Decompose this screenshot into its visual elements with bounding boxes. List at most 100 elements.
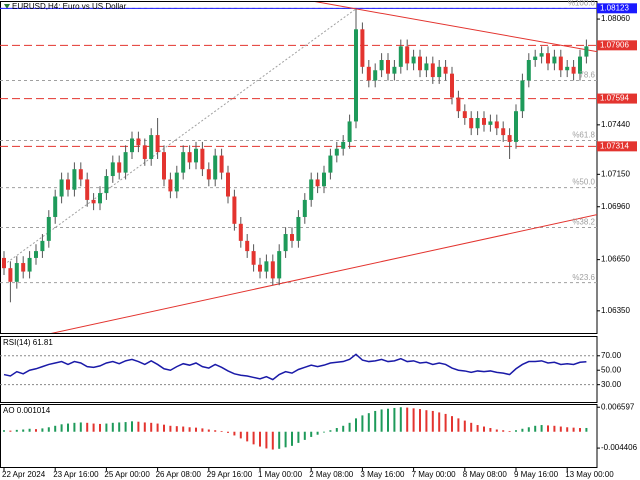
candle-body <box>270 261 275 279</box>
ao-bar <box>35 429 37 432</box>
level-box <box>597 40 637 51</box>
fib-label: %38.2 <box>572 218 595 227</box>
ao-bar <box>495 429 498 432</box>
ao-bar <box>316 431 319 435</box>
candle-body <box>206 169 211 180</box>
ao-bar <box>22 429 25 432</box>
ao-bar <box>380 409 383 432</box>
x-tick-label: 7 May 00:00 <box>412 470 457 479</box>
candle-body <box>482 118 486 125</box>
ao-bar <box>239 431 242 439</box>
x-tick-label: 29 Apr 16:00 <box>207 470 253 479</box>
ao-bar <box>463 420 466 432</box>
ao-bar <box>15 429 18 432</box>
ao-bar <box>182 426 185 432</box>
candle-body <box>66 179 70 190</box>
ao-bar <box>585 427 588 432</box>
ao-bar <box>572 427 575 432</box>
ao-bar <box>502 430 505 432</box>
candle-body <box>366 66 371 81</box>
candle-body <box>360 29 365 67</box>
candle-body <box>2 257 6 269</box>
candle-body <box>21 263 26 272</box>
fib-label: %50.0 <box>572 178 595 187</box>
candle-body <box>200 148 205 170</box>
level-box-label: 1.08123 <box>600 3 629 12</box>
ao-bar <box>508 430 511 432</box>
ao-bar <box>86 422 89 432</box>
ao-bar <box>342 425 345 432</box>
fib-label: %61.8 <box>572 131 595 140</box>
candle-body <box>539 53 544 57</box>
ao-bar <box>131 421 133 432</box>
candle-body <box>456 97 461 112</box>
ao-bar <box>54 425 57 432</box>
ao-bar <box>163 424 165 432</box>
candle-body <box>46 216 51 241</box>
y-tick-label: 1.07150 <box>601 169 630 178</box>
candle-body <box>520 80 525 112</box>
ao-bar <box>438 412 441 432</box>
candle-body <box>526 60 531 81</box>
ao-bar <box>387 408 389 432</box>
candle-body <box>85 179 90 200</box>
ao-bar <box>92 423 95 432</box>
x-tick-label: 26 Apr 08:00 <box>156 470 202 479</box>
ao-bar <box>67 423 69 432</box>
fib-label: %23.6 <box>572 273 595 282</box>
candle-body <box>558 56 563 71</box>
ao-bar <box>271 431 274 450</box>
y-tick-label: -0.004406 <box>601 443 638 452</box>
candle-body <box>584 46 589 57</box>
ao-bar <box>361 415 364 432</box>
ao-bar <box>284 431 287 448</box>
ao-bar <box>214 430 217 432</box>
candle-body <box>174 172 179 192</box>
candle-body <box>565 66 570 71</box>
ao-bar <box>470 422 473 432</box>
ao-bar <box>367 413 370 432</box>
ao-bar <box>355 418 357 432</box>
candle-body <box>130 138 134 153</box>
ao-bar <box>559 426 562 432</box>
ao-bar <box>207 429 210 432</box>
trend-line <box>50 214 597 333</box>
ao-bar <box>195 427 197 432</box>
candle-body <box>53 196 58 217</box>
level-box <box>597 3 637 14</box>
ao-bar <box>527 427 530 432</box>
ao-bar <box>457 418 460 432</box>
y-tick-label: 1.06960 <box>601 202 630 211</box>
ao-bar <box>252 431 255 445</box>
ao-bar <box>553 425 556 432</box>
symbol-icon <box>4 4 10 9</box>
ao-bar <box>246 431 249 442</box>
candle-body <box>328 155 333 173</box>
ao-bar <box>124 422 127 432</box>
candle-body <box>142 145 147 159</box>
level-box-label: 1.07314 <box>600 141 629 150</box>
candle-body <box>546 53 550 64</box>
ao-bar <box>265 431 268 449</box>
candle-body <box>34 251 38 258</box>
candle-body <box>181 152 186 173</box>
candle-body <box>226 172 230 197</box>
ao-bar <box>156 423 159 432</box>
candle-body <box>347 121 352 142</box>
ao-bar <box>374 410 377 432</box>
trend-line <box>314 2 597 53</box>
y-tick-label: 1.06350 <box>601 306 630 315</box>
candle-body <box>14 263 19 282</box>
x-tick-label: 9 May 16:00 <box>514 470 559 479</box>
x-tick-label: 1 May 00:00 <box>258 470 303 479</box>
fib-label: 78.6 <box>579 71 595 80</box>
candle-body <box>277 251 282 279</box>
x-tick-label: 22 Apr 2024 <box>2 470 46 479</box>
candle-body <box>571 66 576 74</box>
y-tick-label: 1.07440 <box>601 120 630 129</box>
candle-body <box>302 199 307 217</box>
candle-body <box>123 152 128 173</box>
ao-bar <box>393 407 396 432</box>
candle-body <box>334 148 339 156</box>
